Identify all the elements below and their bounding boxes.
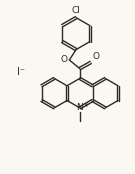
Text: O: O (60, 55, 67, 64)
Text: I⁻: I⁻ (17, 67, 25, 77)
Text: N: N (76, 103, 83, 112)
Text: Cl: Cl (72, 6, 81, 15)
Text: O: O (92, 52, 99, 61)
Text: +: + (84, 102, 90, 108)
